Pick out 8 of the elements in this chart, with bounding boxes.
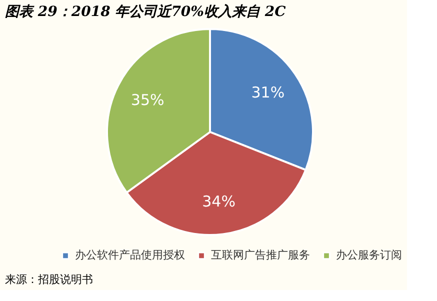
legend-label: 办公服务订阅 <box>336 248 402 262</box>
legend-label: 办公软件产品使用授权 <box>75 248 185 262</box>
source-note: 来源：招股说明书 <box>5 273 93 286</box>
data-label: 34% <box>202 192 236 210</box>
data-label: 35% <box>130 91 164 110</box>
data-label: 31% <box>251 84 285 102</box>
legend-label: 互联网广告推广服务 <box>211 248 310 262</box>
chart-title: 图表 29：2018 年公司近70%收入来自 2C <box>5 3 286 20</box>
